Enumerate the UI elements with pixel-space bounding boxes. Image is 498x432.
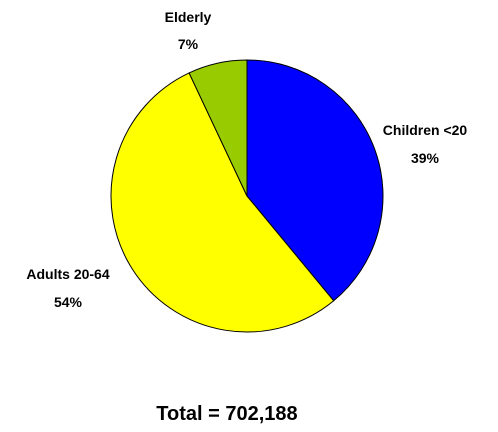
slice-label-children-percent: 39% (411, 150, 440, 166)
pie-slice-elderly (188, 59, 248, 197)
pie-slice-children (246, 59, 384, 302)
chart-total: Total = 702,188 (156, 403, 297, 425)
pie-slice-adults (110, 72, 335, 333)
slice-label-adults-name: Adults 20-64 (26, 266, 109, 282)
slice-label-children-name: Children <20 (383, 122, 468, 138)
slice-label-elderly-percent: 7% (178, 36, 199, 52)
slice-label-adults-percent: 54% (54, 294, 83, 310)
slice-label-elderly-name: Elderly (165, 9, 212, 25)
pie-slices (110, 59, 384, 333)
